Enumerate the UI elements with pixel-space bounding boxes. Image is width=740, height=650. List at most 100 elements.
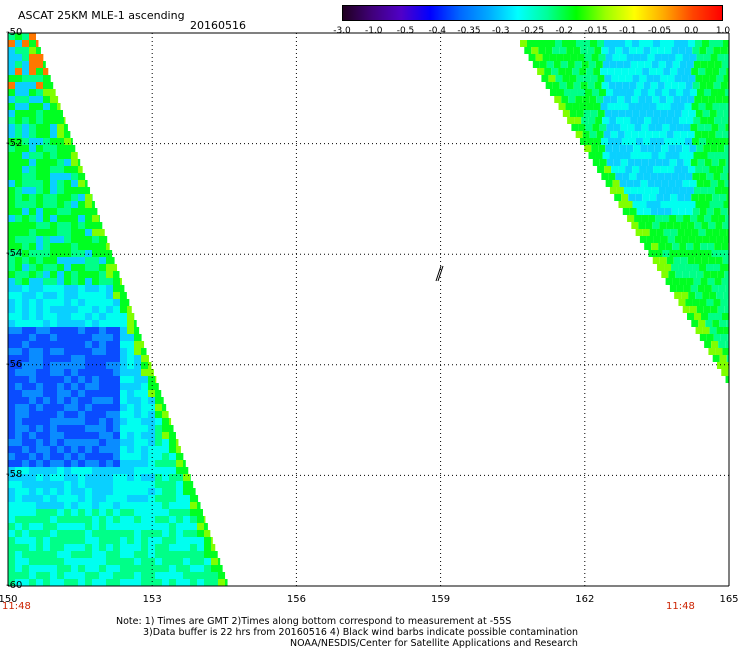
- swath-cell: [619, 54, 627, 61]
- swath-cell: [43, 481, 50, 488]
- swath-cell: [697, 250, 705, 257]
- swath-cell: [85, 194, 92, 201]
- swath-cell: [92, 285, 99, 292]
- swath-cell: [43, 439, 50, 446]
- swath-cell: [640, 145, 648, 152]
- swath-cell: [602, 61, 610, 68]
- swath-cell: [50, 397, 57, 404]
- swath-cell: [616, 61, 624, 68]
- swath-cell: [64, 341, 71, 348]
- swath-cell: [78, 376, 85, 383]
- swath-cell: [660, 75, 668, 82]
- swath-cell: [169, 432, 176, 439]
- swath-cell: [22, 432, 29, 439]
- swath-cell: [22, 467, 29, 474]
- swath-cell: [678, 82, 686, 89]
- swath-cell: [22, 488, 29, 495]
- swath-cell: [15, 376, 22, 383]
- swath-cell: [29, 187, 36, 194]
- swath-cell: [22, 54, 29, 61]
- swath-cell: [50, 460, 57, 467]
- swath-cell: [141, 495, 148, 502]
- swath-cell: [677, 68, 685, 75]
- swath-cell: [660, 40, 667, 47]
- swath-cell: [29, 306, 36, 313]
- swath-cell: [85, 327, 92, 334]
- pass-time-right: 11:48: [666, 601, 695, 612]
- swath-cell: [78, 369, 85, 376]
- swath-cell: [106, 243, 110, 250]
- swath-cell: [85, 404, 92, 411]
- swath-cell: [723, 327, 729, 334]
- swath-cell: [78, 306, 85, 313]
- swath-cell: [579, 103, 587, 110]
- swath-cell: [674, 40, 681, 47]
- swath-cell: [609, 187, 617, 194]
- swath-cell: [22, 103, 29, 110]
- swath-cell: [155, 502, 162, 509]
- swath-cell: [99, 439, 106, 446]
- swath-cell: [545, 47, 553, 54]
- swath-cell: [64, 369, 71, 376]
- swath-cell: [43, 432, 50, 439]
- swath-cell: [148, 544, 155, 551]
- swath-cell: [64, 530, 71, 537]
- swath-cell: [78, 187, 85, 194]
- swath-cell: [612, 180, 620, 187]
- swath-cell: [92, 467, 99, 474]
- swath-cell: [680, 257, 688, 264]
- swath-cell: [64, 425, 71, 432]
- swath-cell: [29, 131, 36, 138]
- swath-cell: [78, 397, 85, 404]
- swath-cell: [190, 509, 197, 516]
- swath-cell: [658, 243, 666, 250]
- swath-cell: [50, 292, 57, 299]
- swath-cell: [660, 166, 668, 173]
- swath-cell: [50, 278, 57, 285]
- swath-cell: [8, 502, 15, 509]
- swath-cell: [106, 530, 113, 537]
- swath-cell: [15, 558, 22, 565]
- swath-cell: [162, 558, 169, 565]
- swath-cell: [687, 257, 695, 264]
- swath-cell: [120, 481, 127, 488]
- swath-cell: [92, 495, 99, 502]
- swath-cell: [85, 369, 92, 376]
- swath-cell: [8, 194, 15, 201]
- swath-cell: [670, 229, 678, 236]
- swath-cell: [652, 131, 660, 138]
- swath-cell: [50, 166, 57, 173]
- swath-cell: [687, 131, 695, 138]
- swath-cell: [57, 390, 64, 397]
- swath-cell: [127, 355, 134, 362]
- swath-cell: [15, 572, 22, 579]
- swath-cell: [106, 439, 113, 446]
- swath-cell: [57, 376, 64, 383]
- swath-cell: [727, 264, 729, 271]
- swath-cell: [57, 236, 64, 243]
- swath-cell: [672, 187, 680, 194]
- swath-cell: [527, 40, 534, 47]
- swath-cell: [726, 138, 729, 145]
- swath-cell: [695, 292, 703, 299]
- swath-cell: [674, 110, 682, 117]
- swath-cell: [106, 306, 113, 313]
- swath-cell: [15, 40, 22, 47]
- swath-cell: [29, 173, 36, 180]
- swath-cell: [574, 117, 582, 124]
- swath-cell: [8, 103, 15, 110]
- swath-cell: [169, 460, 176, 467]
- swath-cell: [36, 369, 43, 376]
- swath-cell: [644, 61, 652, 68]
- swath-cell: [148, 488, 155, 495]
- swath-cell: [141, 481, 148, 488]
- swath-cell: [697, 285, 705, 292]
- swath-cell: [176, 488, 183, 495]
- swath-cell: [120, 446, 127, 453]
- swath-cell: [665, 278, 673, 285]
- swath-cell: [712, 355, 720, 362]
- swath-cell: [183, 530, 190, 537]
- swath-cell: [672, 117, 680, 124]
- swath-cell: [15, 439, 22, 446]
- swath-cell: [709, 75, 717, 82]
